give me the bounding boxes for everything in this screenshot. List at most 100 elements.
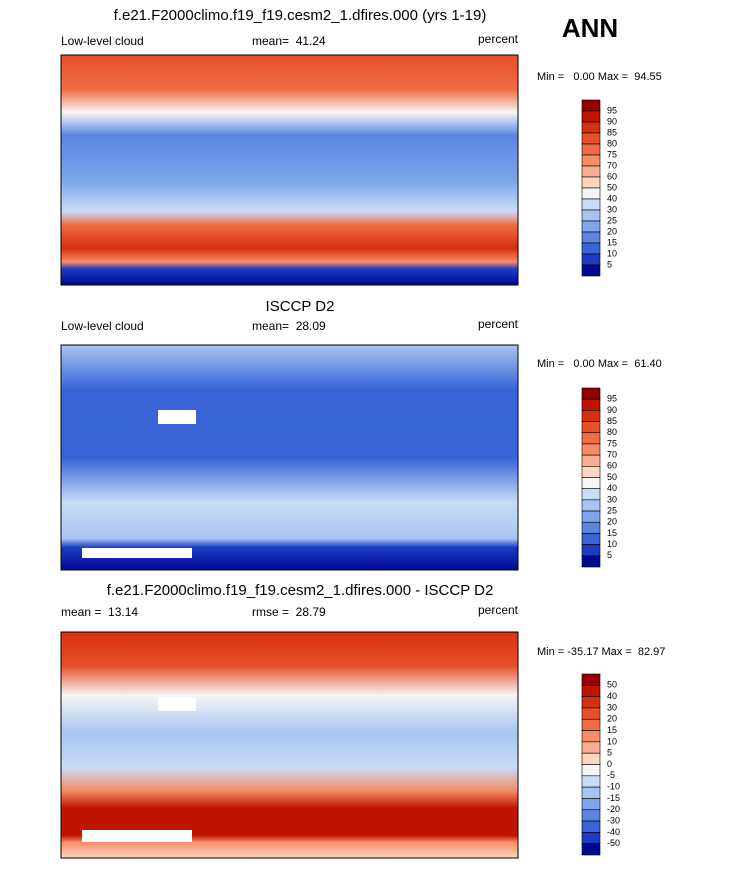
colorbar-label: 80 (607, 427, 617, 437)
colorbar-label: 10 (607, 248, 617, 258)
colorbar-label: 5 (607, 259, 612, 269)
colorbar-box (581, 718, 601, 731)
colorbar-box (581, 220, 601, 233)
colorbar-label: 90 (607, 116, 617, 126)
map (60, 54, 519, 286)
colorbar-box (581, 809, 601, 822)
range-label: Min = 0.00 Max = 61.40 (537, 358, 662, 370)
colorbar-label: 0 (607, 759, 612, 769)
missing-data (158, 410, 196, 424)
colorbar-label: 40 (607, 691, 617, 701)
range-label: Min = -35.17 Max = 82.97 (537, 646, 665, 658)
colorbar-label: 15 (607, 725, 617, 735)
colorbar-label: 50 (607, 182, 617, 192)
colorbar-label: 70 (607, 160, 617, 170)
colorbar-label: -40 (607, 827, 620, 837)
colorbar-box (581, 477, 601, 489)
colorbar-label: 85 (607, 127, 617, 137)
left-label: Low-level cloud (61, 319, 144, 333)
range-label: Min = 0.00 Max = 94.55 (537, 71, 662, 83)
colorbar-label: 10 (607, 736, 617, 746)
colorbar-box (581, 432, 601, 445)
colorbar-label: 15 (607, 528, 617, 538)
colorbar-label: 50 (607, 680, 617, 690)
colorbar-label: 95 (607, 105, 617, 115)
colorbar-box (581, 798, 601, 811)
colorbar-label: 25 (607, 215, 617, 225)
colorbar-label: 30 (607, 204, 617, 214)
colorbar-label: 40 (607, 193, 617, 203)
colorbar-label: 30 (607, 702, 617, 712)
left-label: Low-level cloud (61, 34, 144, 48)
colorbar-box (581, 198, 601, 211)
units-label: percent (478, 317, 519, 331)
colorbar-label: 40 (607, 483, 617, 493)
map (60, 344, 519, 571)
colorbar-box (581, 242, 601, 255)
colorbar-box (581, 673, 601, 686)
colorbar-box (581, 521, 601, 534)
colorbar-label: 25 (607, 505, 617, 515)
colorbar-label: 60 (607, 171, 617, 181)
colorbar-box (581, 132, 601, 145)
center-label: mean= 28.09 (252, 319, 326, 333)
colorbar-label: 85 (607, 416, 617, 426)
colorbar-box (581, 555, 601, 568)
panel-title: f.e21.F2000climo.f19_f19.cesm2_1.dfires.… (114, 7, 487, 24)
colorbar-box (581, 454, 601, 467)
panel-title: ISCCP D2 (266, 298, 335, 315)
colorbar-box (581, 544, 601, 557)
colorbar-box (581, 832, 601, 844)
panel-title: f.e21.F2000climo.f19_f19.cesm2_1.dfires.… (107, 582, 494, 599)
season-label: ANN (562, 13, 618, 43)
colorbar-label: 95 (607, 394, 617, 404)
colorbar-label: 20 (607, 517, 617, 527)
colorbar-box (581, 421, 601, 434)
colorbar-box (581, 696, 601, 709)
colorbar-label: 75 (607, 438, 617, 448)
colorbar-box (581, 398, 601, 411)
missing-data (158, 697, 196, 711)
missing-data (82, 548, 192, 558)
colorbar-box (581, 410, 601, 422)
colorbar-box (581, 707, 601, 720)
colorbar-box (581, 99, 601, 112)
colorbar-label: -10 (607, 782, 620, 792)
colorbar-box (581, 253, 601, 266)
colorbar-label: 70 (607, 450, 617, 460)
colorbar-box (581, 187, 601, 200)
colorbar-label: 5 (607, 748, 612, 758)
colorbar-box (581, 154, 601, 167)
colorbar-label: -30 (607, 815, 620, 825)
colorbar-box (581, 165, 601, 178)
colorbar-label: -20 (607, 804, 620, 814)
colorbar-label: 50 (607, 472, 617, 482)
colorbar-box (581, 775, 601, 788)
colorbar-box (581, 110, 601, 123)
colorbar-label: -50 (607, 838, 620, 848)
left-label: mean = 13.14 (61, 605, 138, 619)
colorbar-box (581, 143, 601, 156)
colorbar-label: -15 (607, 793, 620, 803)
colorbar-box (581, 466, 601, 478)
colorbar-label: 5 (607, 550, 612, 560)
colorbar-box (581, 231, 601, 244)
colorbar-box (581, 752, 601, 765)
colorbar-label: 30 (607, 494, 617, 504)
colorbar-label: 10 (607, 539, 617, 549)
missing-data (82, 830, 192, 842)
center-label: mean= 41.24 (252, 34, 326, 48)
colorbar-box (581, 533, 601, 545)
colorbar-box (581, 730, 601, 743)
colorbar-label: 20 (607, 714, 617, 724)
colorbar-label: -5 (607, 770, 615, 780)
colorbar-label: 20 (607, 226, 617, 236)
colorbar-box (581, 176, 601, 189)
colorbar-box (581, 764, 601, 777)
colorbar-box (581, 488, 601, 501)
colorbar-box (581, 685, 601, 697)
colorbar-box (581, 443, 601, 456)
colorbar-box (581, 820, 601, 833)
colorbar-label: 90 (607, 405, 617, 415)
colorbar-box (581, 264, 601, 277)
